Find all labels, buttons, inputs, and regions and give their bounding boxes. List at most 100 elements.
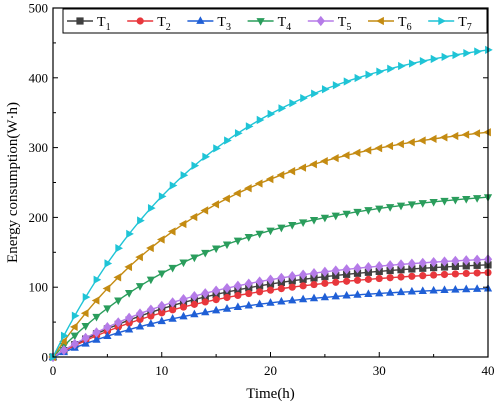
series-marker-4 [255,230,264,239]
series-marker-3 [255,299,264,308]
legend-marker [376,16,384,26]
series-marker-2 [375,274,383,283]
x-axis-title: Time(h) [246,386,295,402]
series-marker-6 [309,160,317,169]
series-marker-6 [102,284,111,293]
series-marker-3 [375,288,384,297]
series-marker-4 [124,290,134,298]
series-marker-2 [179,303,188,311]
series-marker-3 [190,309,199,318]
series-marker-2 [343,277,351,285]
series-marker-3 [407,286,417,295]
series-marker-4 [396,202,406,211]
series-marker-4 [201,249,210,258]
series-marker-6 [385,141,394,151]
series-marker-6 [156,235,165,244]
series-marker-3 [135,321,145,330]
series-marker-3 [211,305,221,314]
series-marker-4 [114,297,123,306]
series-marker-4 [320,214,330,223]
series-marker-1 [397,266,405,274]
legend-marker [438,16,446,26]
series-marker-4 [298,219,308,228]
series-marker-4 [70,332,79,341]
y-tick-label: 100 [29,280,49,295]
x-tick-label: 40 [482,363,495,378]
series-marker-7 [137,216,145,225]
series-marker-6 [276,170,285,180]
legend-item-2: T2 [127,15,171,33]
series-marker-5 [396,259,406,270]
series-marker-5 [472,254,482,265]
legend-item-6: T6 [368,15,412,33]
series-marker-7 [365,70,374,79]
series-marker-5 [233,280,243,291]
series-marker-4 [331,212,340,221]
series-marker-3 [396,287,406,296]
y-tick-label: 500 [29,1,49,16]
y-tick-label: 400 [29,70,49,85]
legend-marker [196,16,205,24]
series-marker-2 [332,278,340,286]
series-marker-4 [157,270,166,279]
series-marker-6 [135,253,143,262]
series-marker-3 [179,311,188,320]
series-marker-3 [266,298,275,306]
legend-label-name: T [398,15,407,30]
series-marker-5 [244,278,253,289]
series-marker-6 [298,163,307,172]
series-marker-4 [233,237,243,246]
series-marker-5 [124,312,134,324]
series-marker-4 [309,217,319,225]
series-marker-2 [462,269,470,278]
series-marker-7 [126,229,134,239]
series-marker-7 [82,293,91,302]
series-marker-6 [483,128,491,137]
series-marker-3 [114,328,123,336]
series-marker-4 [146,276,156,285]
series-marker-7 [300,94,308,103]
series-marker-5 [462,255,471,266]
series-marker-3 [233,302,243,311]
y-tick-label: 200 [29,210,49,225]
series-marker-2 [451,270,459,278]
series-marker-5 [429,256,438,268]
series-marker-3 [124,324,134,333]
series-marker-4 [375,205,384,214]
series-marker-5 [190,290,199,302]
series-marker-3 [320,292,330,301]
series-marker-5 [222,282,232,294]
series-marker-3 [103,331,112,340]
series-marker-2 [136,315,144,324]
series-marker-7 [71,311,80,320]
series-marker-4 [81,322,90,331]
series-marker-5 [298,269,308,280]
legend-label: T6 [398,15,412,33]
series-marker-4 [277,224,286,233]
series-marker-2 [386,274,394,282]
series-marker-7 [387,64,395,73]
series-marker-3 [472,284,482,292]
legend-label-subscript: 7 [467,22,472,33]
series-marker-7 [115,244,124,253]
series-marker-6 [167,227,176,236]
series-marker-2 [364,275,372,283]
series-marker-4 [407,201,417,210]
series-marker-5 [103,322,112,333]
series-marker-3 [364,289,373,298]
series-marker-5 [157,300,166,312]
series-marker-7 [202,152,211,161]
series-marker-6 [428,134,437,144]
legend-label: T1 [97,15,111,33]
legend-label-subscript: 2 [166,22,171,33]
series-marker-1 [386,266,394,275]
series-marker-7 [343,77,352,86]
series-marker-6 [254,179,263,188]
series-marker-3 [298,294,308,303]
series-marker-4 [190,254,199,263]
series-marker-2 [277,285,285,293]
legend-marker [136,17,144,25]
legend-label-name: T [97,15,106,30]
series-marker-5 [59,345,69,356]
series-marker-2 [430,271,438,279]
